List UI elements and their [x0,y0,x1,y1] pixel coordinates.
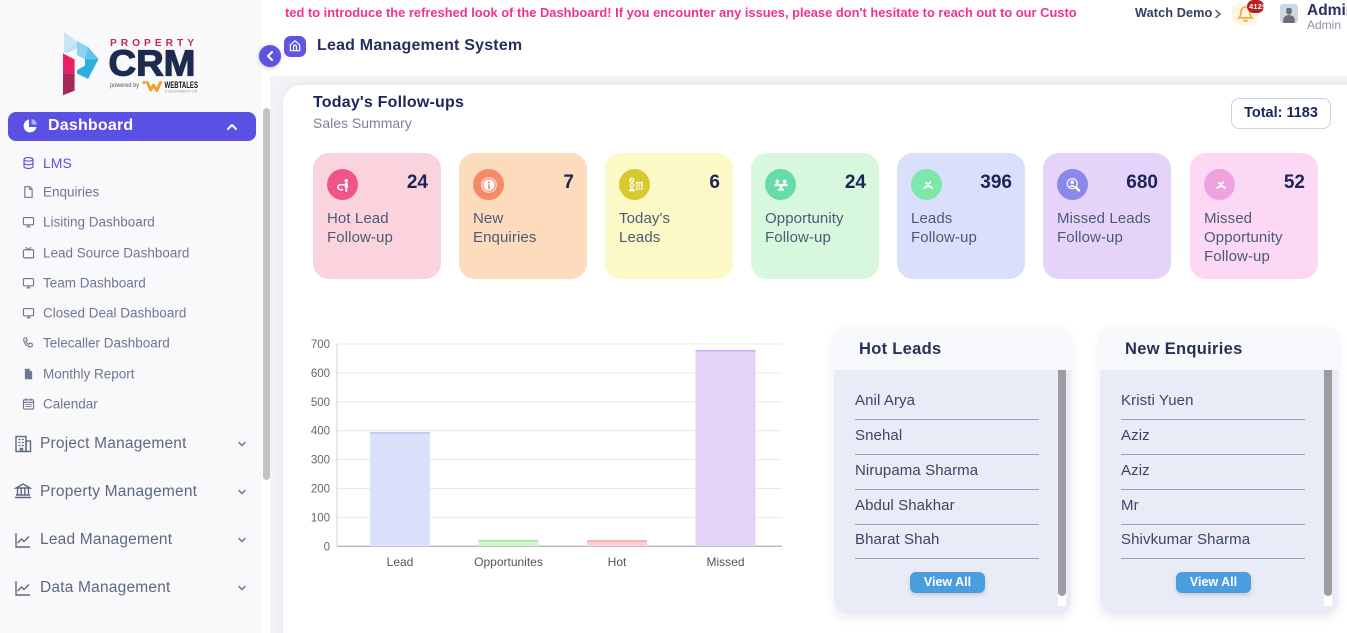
svg-text:500: 500 [311,397,330,409]
svg-text:CRM: CRM [109,43,196,84]
svg-text:0: 0 [324,541,330,553]
svg-text:200: 200 [311,484,330,496]
svg-text:300: 300 [311,455,330,467]
svg-text:Missed: Missed [706,555,744,569]
svg-text:PROPERTY: PROPERTY [110,37,198,49]
svg-text:Lead: Lead [387,555,414,569]
svg-text:IT SOLUTIONS PVT LTD: IT SOLUTIONS PVT LTD [165,90,197,94]
svg-text:400: 400 [311,426,330,438]
svg-text:Hot: Hot [608,555,627,569]
svg-text:powered by: powered by [110,82,140,89]
svg-text:600: 600 [311,368,330,380]
svg-text:100: 100 [311,512,330,524]
svg-text:700: 700 [311,339,330,351]
svg-text:Opportunites: Opportunites [474,555,543,569]
svg-text:WEBTALES: WEBTALES [165,80,199,91]
